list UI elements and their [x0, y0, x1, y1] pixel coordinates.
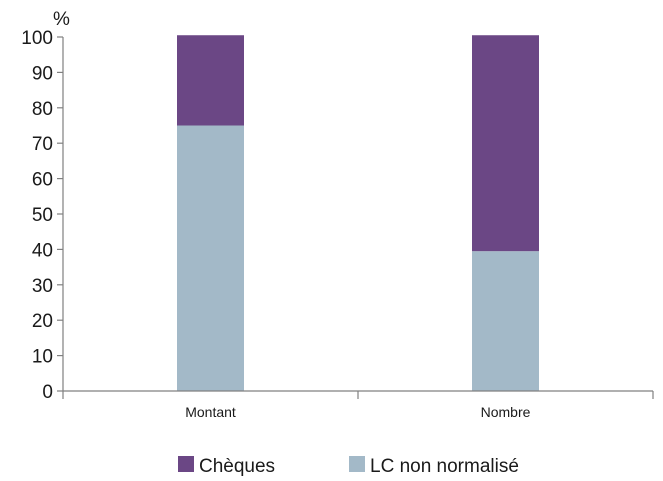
x-category-label: Montant: [185, 404, 236, 420]
legend-label: Chèques: [199, 456, 275, 477]
x-axis-ticks: Montant Nombre: [62, 391, 654, 420]
legend-swatch: [349, 456, 365, 472]
bar-segment-lc-non-normalise-montant: [177, 125, 244, 391]
bar-segment-cheques-montant: [177, 35, 244, 126]
bars: [177, 35, 539, 391]
y-tick-label: 90: [32, 63, 53, 84]
bar-segment-lc-non-normalise-nombre: [472, 251, 539, 391]
y-tick-label: 30: [32, 276, 53, 297]
y-tick-label: 80: [32, 99, 53, 120]
y-tick-label: 60: [32, 170, 53, 191]
y-tick-label: 100: [21, 28, 53, 49]
x-category-label: Nombre: [481, 404, 531, 420]
y-tick-label: 10: [32, 347, 53, 368]
legend-label: LC non normalisé: [370, 456, 519, 477]
y-tick-label: 40: [32, 240, 53, 261]
y-tick-label: 50: [32, 205, 53, 226]
y-axis-ticks: 0 10 20 30 40 50 60 70 80 90 100: [21, 28, 63, 403]
legend: Chèques LC non normalisé: [178, 456, 519, 477]
legend-swatch: [178, 456, 194, 472]
bar-segment-cheques-nombre: [472, 35, 539, 252]
y-tick-label: 70: [32, 134, 53, 155]
y-tick-label: 0: [42, 382, 53, 403]
y-axis-unit-label: %: [53, 9, 70, 30]
y-tick-label: 20: [32, 311, 53, 332]
